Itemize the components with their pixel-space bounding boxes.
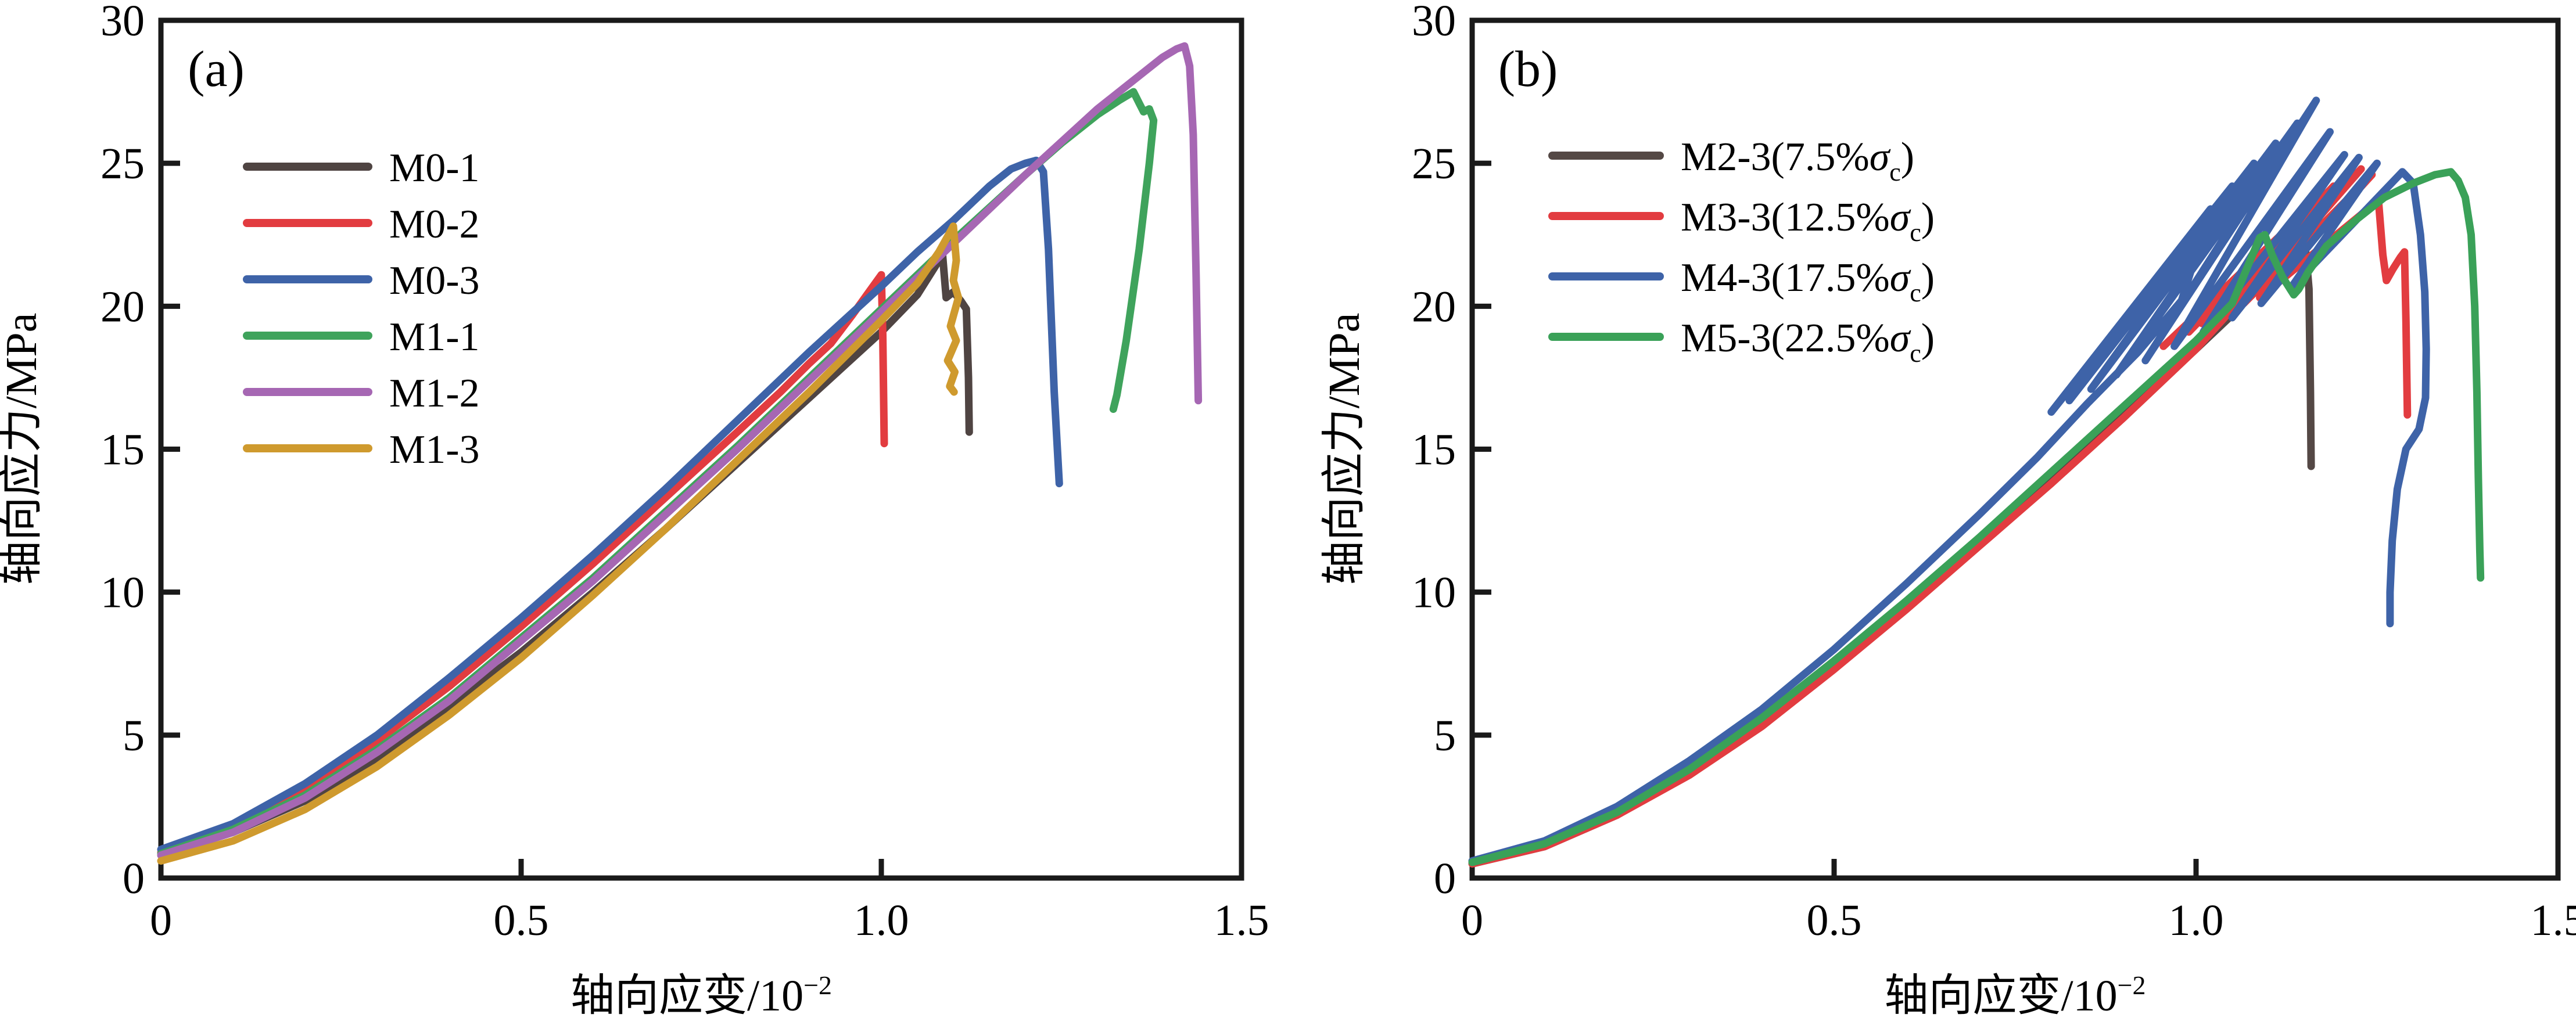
legend-label-M3-3: M3-3(12.5%σc): [1681, 195, 1935, 247]
y-tick-label: 30: [101, 0, 145, 45]
y-tick-label: 5: [1434, 711, 1456, 760]
panel-tag: (a): [188, 41, 245, 98]
x-axis-title: 轴向应变/10−2: [1884, 970, 2146, 1020]
panel-a: 0 0.5 1.0 1.5 0 5 10 15 20 25 30 轴向应变/10−2 轴向应力/MPa (…: [0, 0, 1269, 1020]
legend-label-M1-2: M1-2: [389, 371, 480, 416]
y-tick-label: 5: [123, 711, 145, 760]
series-line-M1-1: [157, 88, 1158, 858]
series-line-M0-2: [157, 271, 888, 857]
y-axis-title: 轴向应力/MPa: [0, 313, 46, 585]
panel-b: 0 0.5 1.0 1.5 0 5 10 15 20 25 30 轴向应变/10−2 轴向应力/MPa (…: [1320, 0, 2576, 1020]
x-tick-label: 1.0: [2169, 896, 2224, 945]
y-tick-label: 0: [123, 854, 145, 903]
x-tick-label: 1.5: [1214, 896, 1269, 945]
legend-label-M0-1: M0-1: [389, 146, 480, 190]
y-tick-label: 20: [1412, 282, 1456, 331]
legend-item-M4-3: M4-3(17.5%σc): [1548, 256, 1935, 307]
y-tick-label: 15: [101, 426, 145, 474]
y-tick-label: 0: [1434, 854, 1456, 903]
y-tick-label: 30: [1412, 0, 1456, 45]
y-tick-label: 10: [1412, 569, 1456, 617]
series-line-M4-3: [1468, 96, 2430, 865]
y-tick-label: 10: [101, 569, 145, 617]
legend-label-M0-2: M0-2: [389, 202, 480, 247]
legend-item-M0-3: M0-3: [243, 258, 480, 303]
legend: M2-3(7.5%σc) M3-3(12.5%σc) M4-3(17.5%σc) M5…: [1548, 135, 1935, 368]
y-tick-label: 20: [101, 282, 145, 331]
legend-item-M1-2: M1-2: [243, 371, 480, 416]
legend-label-M2-3: M2-3(7.5%σc): [1681, 135, 1914, 186]
legend-label-M0-3: M0-3: [389, 258, 480, 303]
y-axis-title: 轴向应力/MPa: [1320, 313, 1369, 585]
series-line-M1-3: [157, 222, 963, 865]
y-tick-label: 15: [1412, 426, 1456, 474]
legend-label-M4-3: M4-3(17.5%σc): [1681, 256, 1935, 307]
x-tick-label: 0.5: [494, 896, 549, 945]
series-line-M5-3: [1468, 168, 2485, 866]
legend-label-M5-3: M5-3(22.5%σc): [1681, 316, 1935, 368]
legend-item-M5-3: M5-3(22.5%σc): [1548, 316, 1935, 368]
panel-tag: (b): [1498, 41, 1558, 98]
legend-item-M1-1: M1-1: [243, 315, 480, 359]
x-tick-label: 1.5: [2531, 896, 2576, 945]
x-tick-label: 0: [1461, 896, 1483, 945]
series-line-M0-3: [157, 156, 1063, 854]
legend-label-M1-1: M1-1: [389, 315, 480, 359]
legend-label-M1-3: M1-3: [389, 427, 480, 472]
x-axis-title: 轴向应变/10−2: [571, 970, 832, 1020]
y-tick-label: 25: [1412, 139, 1456, 188]
x-tick-label: 0: [150, 896, 172, 945]
legend-item-M1-3: M1-3: [243, 427, 480, 472]
plot-frame: [1469, 17, 2561, 881]
x-tick-label: 0.5: [1807, 896, 1862, 945]
legend-item-M0-2: M0-2: [243, 202, 480, 247]
legend-item-M2-3: M2-3(7.5%σc): [1548, 135, 1914, 186]
x-tick-label: 1.0: [854, 896, 909, 945]
legend-item-M3-3: M3-3(12.5%σc): [1548, 195, 1935, 247]
legend: M0-1 M0-2 M0-3 M1-1 M1-2 M1-3: [243, 146, 480, 472]
y-tick-label: 25: [101, 139, 145, 188]
legend-item-M0-1: M0-1: [243, 146, 480, 190]
